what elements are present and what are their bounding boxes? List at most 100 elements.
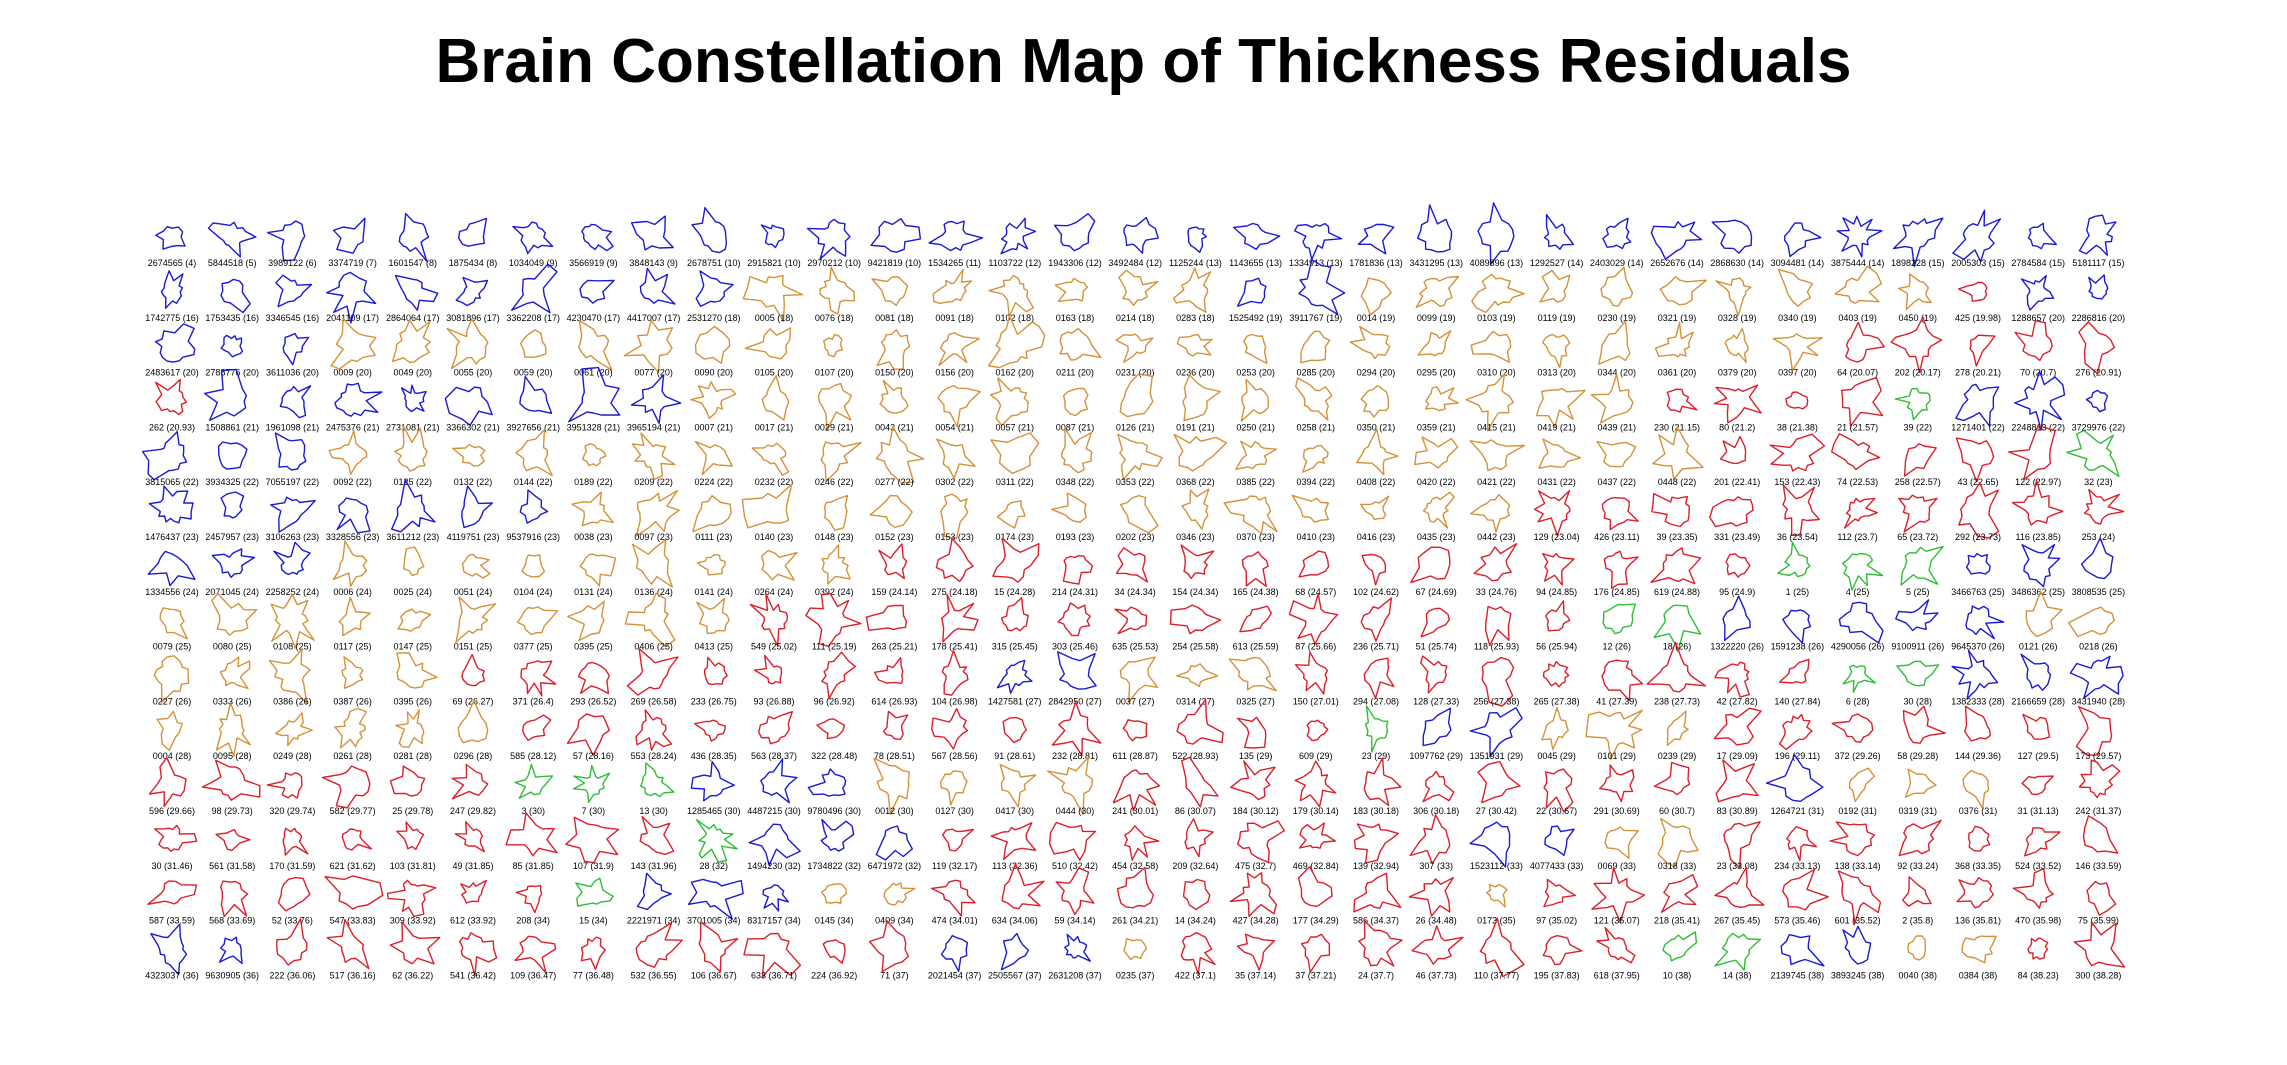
glyph-shape [326, 919, 370, 970]
glyph-shape [2008, 424, 2056, 481]
glyph-shape [1713, 384, 1762, 424]
glyph-11-32: 146 (33.59) [2075, 815, 2121, 871]
glyph-shape [2075, 705, 2113, 756]
glyph-shape [807, 768, 847, 797]
glyph-11-28: 138 (33.14) [1829, 821, 1881, 871]
glyph-label: 75 (35.99) [2078, 916, 2119, 926]
glyph-6-32: 3808535 (25) [2072, 537, 2125, 597]
glyph-shape [1842, 552, 1884, 591]
glyph-0-5: 1875434 (8) [449, 217, 498, 268]
glyph-shape [989, 377, 1029, 427]
glyph-0-32: 5181117 (15) [2072, 214, 2125, 268]
glyph-label: 232 (28.81) [1052, 751, 1098, 761]
glyph-label: 425 (19.98) [1955, 313, 2001, 323]
glyph-label: 97 (35.02) [1536, 916, 1577, 926]
glyph-label: 0102 (18) [996, 313, 1035, 323]
glyph-shape [1714, 932, 1762, 971]
glyph-label: 2868630 (14) [1710, 258, 1764, 268]
glyph-shape [455, 596, 497, 643]
glyph-6-19: 68 (24.57) [1295, 550, 1336, 597]
glyph-shape [1000, 932, 1030, 971]
glyph-shape [522, 714, 552, 741]
glyph-0-8: 3848143 (9) [629, 215, 678, 268]
glyph-shape [1112, 769, 1161, 812]
glyph-shape [211, 548, 255, 579]
glyph-label: 1125244 (13) [1169, 258, 1222, 268]
glyph-shape [1180, 931, 1216, 975]
glyph-8-14: 1427581 (27) [988, 659, 1042, 706]
glyph-label: 28 (32) [700, 861, 729, 871]
glyph-shape [334, 707, 367, 749]
glyph-label: 31 (31.13) [2018, 806, 2059, 816]
glyph-label: 170 (31.59) [269, 861, 315, 871]
glyph-10-26: 83 (30.89) [1715, 759, 1759, 816]
glyph-label: 2788776 (20) [205, 368, 259, 378]
glyph-4-9: 0224 (22) [695, 440, 733, 487]
glyph-label: 3927656 (21) [506, 422, 560, 432]
glyph-label: 3729976 (22) [2072, 422, 2126, 432]
glyph-shape [996, 500, 1026, 529]
glyph-shape [519, 375, 553, 414]
glyph-shape [215, 702, 251, 757]
glyph-11-11: 1734822 (32) [807, 818, 861, 871]
glyph-11-27: 234 (33.13) [1774, 826, 1820, 871]
glyph-shape [1952, 209, 2002, 263]
glyph-shape [1173, 433, 1228, 472]
glyph-5-2: 3106263 (23) [266, 496, 319, 542]
glyph-shape [341, 656, 364, 689]
glyph-3-29: 39 (22) [1894, 387, 1932, 432]
glyph-label: 0004 (28) [153, 751, 192, 761]
glyph-label: 0191 (21) [1176, 422, 1215, 432]
glyph-shape [1715, 759, 1759, 803]
glyph-0-27: 3094481 (14) [1771, 222, 1824, 268]
glyph-label: 107 (31.9) [573, 861, 614, 871]
glyph-label: 0101 (29) [1598, 751, 1637, 761]
glyph-9-9: 436 (28.35) [691, 719, 737, 761]
glyph-12-19: 177 (34.29) [1293, 866, 1339, 926]
glyph-label: 331 (23.49) [1714, 532, 1760, 542]
glyph-8-15: 2842950 (27) [1048, 651, 1102, 706]
glyph-shape [458, 217, 488, 247]
glyph-shape [1291, 494, 1330, 523]
glyph-label: 0246 (22) [815, 477, 854, 487]
glyph-label: 202 (20.17) [1895, 368, 1941, 378]
glyph-label: 2248813 (22) [2011, 422, 2065, 432]
glyph-shape [1898, 494, 1938, 533]
glyph-label: 254 (25.58) [1172, 642, 1218, 652]
glyph-shape [1300, 933, 1331, 973]
glyph-10-21: 306 (30.18) [1413, 770, 1459, 816]
glyph-label: 51 (25.74) [1416, 642, 1457, 652]
glyph-4-0: 3815065 (22) [142, 431, 199, 487]
glyph-6-16: 34 (24.34) [1115, 547, 1156, 597]
glyph-shape [267, 220, 306, 262]
glyph-6-11: 0392 (24) [815, 544, 853, 597]
glyph-3-24: 0439 (21) [1590, 373, 1636, 432]
glyph-label: 0450 (19) [1899, 313, 1938, 323]
glyph-shape [691, 207, 728, 254]
glyph-2-8: 0077 (20) [623, 319, 674, 378]
glyph-label: 140 (27.84) [1774, 696, 1820, 706]
glyph-label: 0448 (22) [1658, 477, 1697, 487]
glyph-12-3: 547 (33.83) [324, 875, 384, 926]
glyph-shape [282, 827, 309, 856]
glyph-shape [566, 713, 610, 756]
glyph-2-27: 0397 (20) [1772, 333, 1824, 378]
glyph-label: 0214 (18) [1116, 313, 1155, 323]
glyph-label: 0232 (22) [755, 477, 794, 487]
glyph-12-32: 75 (35.99) [2078, 880, 2119, 926]
glyph-1-26: 0328 (19) [1715, 277, 1756, 323]
glyph-2-7: 0061 (20) [574, 319, 613, 378]
glyph-3-23: 0419 (21) [1535, 387, 1586, 432]
glyph-10-0: 596 (29.66) [148, 757, 195, 816]
glyph-10-4: 25 (29.78) [389, 765, 433, 816]
glyph-shape [1603, 550, 1639, 589]
glyph-shape [1779, 658, 1810, 684]
glyph-shape [389, 765, 426, 797]
glyph-shape [1769, 433, 1826, 472]
glyph-label: 1875434 (8) [449, 258, 498, 268]
glyph-shape [938, 332, 980, 367]
glyph-label: 633 (36.71) [751, 970, 797, 980]
glyph-shape [1477, 760, 1521, 804]
glyph-shape [690, 381, 737, 419]
glyph-label: 586 (34.37) [1353, 916, 1399, 926]
